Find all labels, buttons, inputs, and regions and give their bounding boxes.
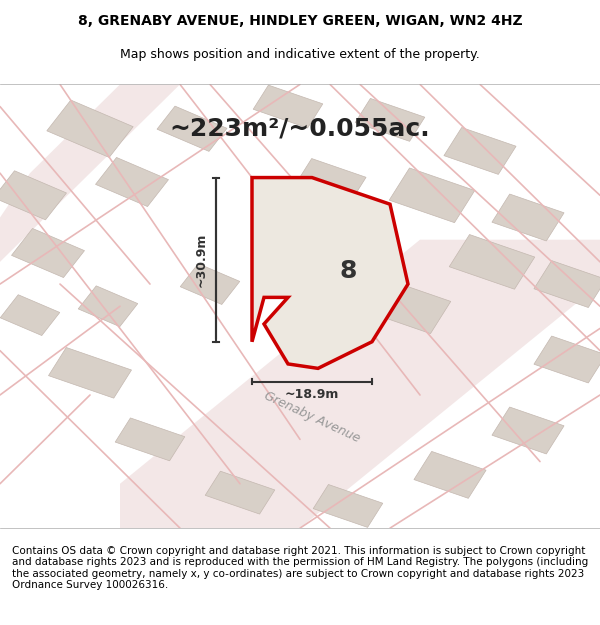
Bar xyxy=(492,407,564,454)
Bar xyxy=(389,168,475,222)
Bar xyxy=(449,234,535,289)
Polygon shape xyxy=(252,177,408,368)
Bar xyxy=(253,85,323,128)
Bar xyxy=(534,336,600,383)
Point xyxy=(2,524,10,532)
Text: ~18.9m: ~18.9m xyxy=(285,389,339,401)
Text: Contains OS data © Crown copyright and database right 2021. This information is : Contains OS data © Crown copyright and d… xyxy=(12,546,588,591)
Bar xyxy=(115,418,185,461)
Polygon shape xyxy=(120,239,600,528)
Bar xyxy=(205,471,275,514)
Bar xyxy=(414,451,486,498)
Bar xyxy=(294,159,366,206)
Text: 8, GRENABY AVENUE, HINDLEY GREEN, WIGAN, WN2 4HZ: 8, GRENABY AVENUE, HINDLEY GREEN, WIGAN,… xyxy=(77,14,523,28)
Bar xyxy=(492,194,564,241)
Polygon shape xyxy=(0,84,180,262)
Bar xyxy=(313,484,383,528)
Text: ~223m²/~0.055ac.: ~223m²/~0.055ac. xyxy=(170,117,430,141)
Point xyxy=(0,524,4,532)
Bar xyxy=(534,261,600,308)
Text: Grenaby Avenue: Grenaby Avenue xyxy=(262,389,362,445)
Point xyxy=(0,520,4,528)
Bar xyxy=(95,158,169,206)
Bar xyxy=(47,100,133,158)
Bar xyxy=(180,264,240,304)
Text: ~30.9m: ~30.9m xyxy=(194,232,208,287)
Bar xyxy=(0,295,60,336)
Bar xyxy=(365,279,451,334)
Text: Map shows position and indicative extent of the property.: Map shows position and indicative extent… xyxy=(120,48,480,61)
Point xyxy=(2,520,10,528)
Bar xyxy=(444,127,516,174)
Text: 8: 8 xyxy=(340,259,356,282)
Bar xyxy=(11,229,85,278)
Bar xyxy=(355,98,425,141)
Bar xyxy=(0,171,67,220)
Bar xyxy=(49,348,131,398)
Bar xyxy=(78,286,138,327)
Bar xyxy=(157,106,227,151)
